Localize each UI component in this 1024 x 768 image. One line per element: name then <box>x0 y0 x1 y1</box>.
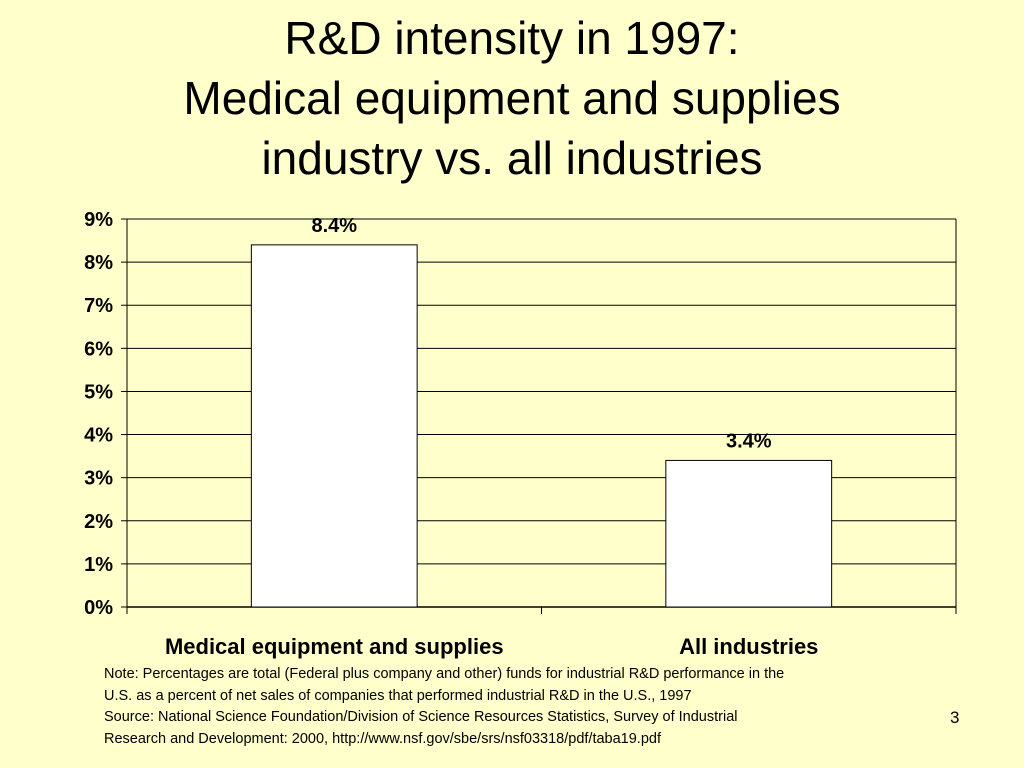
y-tick-label: 5% <box>84 381 113 403</box>
bar-chart: 0% 1% 2% 3% 4% 5% 6% 7% 8% 9% 8.4% Medical equipmen… <box>84 209 957 659</box>
page-number: 3 <box>950 708 960 727</box>
y-tick-label: 6% <box>84 338 113 360</box>
source-line-1: Source: National Science Foundation/Divi… <box>104 709 738 725</box>
bar <box>665 459 833 608</box>
x-category-label: All industries <box>679 634 818 659</box>
title-line-3: industry vs. all industries <box>261 132 763 184</box>
y-tick-label: 2% <box>84 511 113 533</box>
y-tick-label: 4% <box>84 425 113 447</box>
y-tick-label: 8% <box>84 252 113 274</box>
bar <box>250 244 418 608</box>
y-tick-label: 9% <box>84 209 113 231</box>
data-label: 3.4% <box>726 430 772 452</box>
note-line-2: U.S. as a percent of net sales of compan… <box>104 687 692 704</box>
source-line-2: Research and Development: 2000, http://w… <box>104 730 661 747</box>
title-line-1: R&D intensity in 1997: <box>284 12 740 64</box>
y-tick-label: 7% <box>84 295 113 317</box>
y-tick-label: 0% <box>84 597 113 619</box>
y-tick-label: 3% <box>84 468 113 490</box>
note-line-1: Note: Percentages are total (Federal plu… <box>104 666 785 682</box>
y-tick-label: 1% <box>84 554 113 576</box>
title-line-2: Medical equipment and supplies <box>183 72 841 124</box>
data-label: 8.4% <box>311 215 357 237</box>
x-category-label: Medical equipment and supplies <box>165 634 504 659</box>
chart-note: Note: Percentages are total (Federal plu… <box>104 664 924 750</box>
chart-title: R&D intensity in 1997: Medical equipment… <box>0 8 1024 188</box>
